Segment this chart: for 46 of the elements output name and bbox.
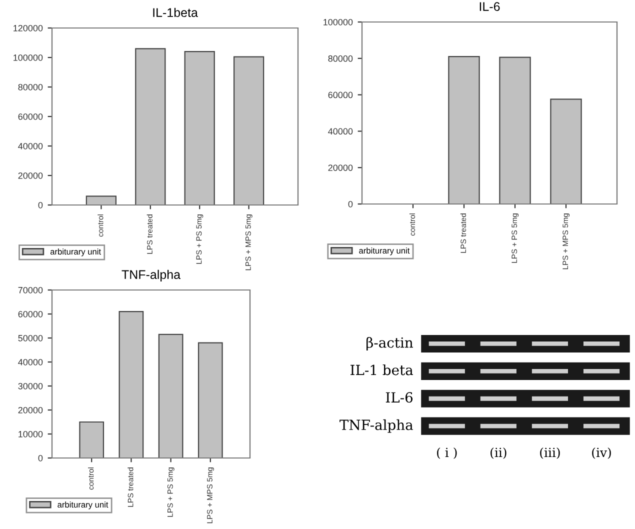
y-tick-label: 60000	[328, 92, 353, 98]
category-label: IL-1 beta	[350, 364, 413, 376]
category-label: β-actin	[366, 336, 413, 350]
bar	[158, 334, 184, 458]
bar	[79, 421, 104, 458]
y-tick-label: 10000	[18, 430, 43, 438]
y-tick-label: 70000	[18, 286, 43, 294]
y-tick-label: 80000	[328, 55, 353, 62]
y-tick-label: 100000	[324, 18, 353, 26]
category-label: (iii)	[540, 447, 560, 459]
bar	[233, 56, 264, 205]
y-tick-label: 60000	[18, 310, 43, 318]
y-tick-label: 20000	[328, 164, 353, 171]
legend-label: arbiturary unit	[58, 502, 108, 510]
bar	[118, 311, 144, 458]
y-tick-label: 80000	[18, 84, 43, 90]
y-tick-label: 120000	[14, 24, 43, 32]
y-tick-label: 30000	[18, 382, 43, 390]
chart-title: TNF-alpha	[122, 270, 181, 282]
y-tick-label: 20000	[18, 172, 43, 179]
category-label: (ii)	[490, 447, 506, 459]
y-tick-label: 40000	[328, 128, 353, 135]
bar	[448, 56, 480, 204]
bar	[198, 342, 223, 458]
legend-label: arbiturary unit	[359, 248, 410, 256]
y-tick-label: 0	[38, 454, 43, 462]
legend-label: arbiturary unit	[50, 248, 101, 256]
category-label: TNF-alpha	[340, 419, 413, 433]
y-tick-label: 20000	[18, 406, 43, 414]
bar	[135, 48, 166, 205]
y-tick-label: 0	[38, 202, 43, 208]
bar	[550, 98, 582, 204]
y-tick-label: 60000	[18, 113, 43, 120]
y-tick-label: 50000	[18, 334, 43, 342]
y-tick-label: 40000	[18, 358, 43, 366]
y-tick-label: 100000	[14, 54, 43, 61]
chart-title: IL-6	[480, 2, 500, 12]
category-label: IL-6	[386, 392, 413, 403]
category-label: (iv)	[592, 447, 611, 459]
bar	[499, 56, 531, 204]
bar	[184, 51, 215, 205]
bar	[86, 196, 117, 205]
chart-title: IL-1beta	[153, 8, 198, 18]
category-label: ( i )	[437, 447, 457, 459]
y-tick-label: 40000	[18, 142, 43, 150]
y-tick-label: 0	[348, 200, 353, 208]
